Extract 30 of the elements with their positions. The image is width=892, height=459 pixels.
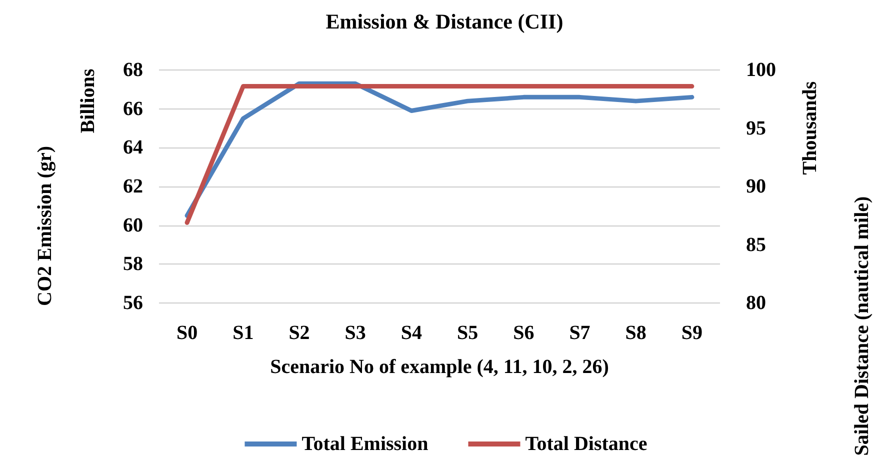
x-tick-label: S6 <box>513 322 534 344</box>
y-tick-label: 62 <box>123 176 143 198</box>
y-tick-label: 60 <box>123 214 143 236</box>
y-tick-label: 66 <box>123 98 143 120</box>
x-tick-label: S2 <box>288 322 310 344</box>
text: Billions <box>77 68 99 134</box>
text: Thousands <box>799 81 821 175</box>
y-axis-title: CO2 Emission (gr) <box>34 146 56 306</box>
x-tick-label: S8 <box>625 322 646 344</box>
x-axis-title: Scenario No of example (4, 11, 10, 2, 26) <box>270 356 609 378</box>
legend-label: Total Distance <box>525 433 648 455</box>
x-tick-label: S3 <box>344 322 366 344</box>
y-tick-label: 56 <box>123 292 143 314</box>
legend-label: Total Emission <box>302 433 428 455</box>
y2-tick-label: 95 <box>746 117 766 140</box>
x-tick-label: S4 <box>400 322 422 344</box>
x-tick-label: S7 <box>569 322 590 344</box>
x-tick-label: S9 <box>681 322 703 344</box>
y2-tick-label: 90 <box>746 176 766 198</box>
x-tick-label: S0 <box>176 322 198 344</box>
y2-axis-title: Sailed Distance (nautical mile) <box>851 196 873 456</box>
y-tick-label: 58 <box>123 253 143 276</box>
y-tick-label: 68 <box>123 59 143 81</box>
y2-tick-label: 100 <box>746 59 776 81</box>
y2-tick-label: 85 <box>746 234 766 256</box>
y2-tick-label: 80 <box>746 292 766 314</box>
x-tick-label: S1 <box>232 322 254 344</box>
x-tick-label: S5 <box>456 322 478 344</box>
y-tick-label: 64 <box>123 136 143 159</box>
chart-title: Emission & Distance (CII) <box>326 10 564 34</box>
